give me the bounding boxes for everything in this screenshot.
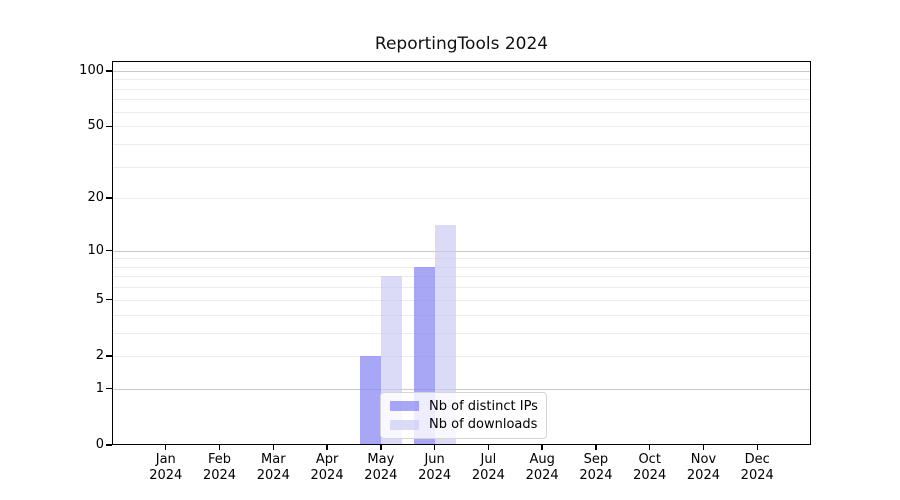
minor-gridline	[112, 79, 811, 81]
y-tick-label: 20	[87, 190, 104, 206]
x-tick-mark	[702, 445, 705, 450]
major-gridline	[112, 70, 811, 72]
x-tick-label-apr: Apr 2024	[295, 452, 359, 484]
y-tick-label: 0	[95, 437, 104, 452]
y-tick-label: 10	[87, 242, 104, 258]
gridlines-layer	[112, 61, 811, 445]
x-tick-month: Dec	[744, 452, 770, 467]
x-tick-month: Apr	[315, 452, 339, 467]
y-tick-label: 1	[95, 380, 104, 396]
minor-gridline	[112, 332, 811, 334]
x-tick-month: May	[367, 452, 395, 467]
minor-gridline	[112, 258, 811, 260]
y-tick-mark	[106, 125, 112, 127]
x-tick-year: 2024	[579, 468, 613, 483]
x-tick-year: 2024	[202, 468, 237, 483]
x-tick-year: 2024	[471, 468, 505, 483]
y-tick-label: 2	[95, 347, 104, 363]
minor-gridline	[112, 126, 811, 128]
legend-swatch-downloads	[390, 419, 419, 430]
bar-jun-downloads	[434, 225, 456, 445]
minor-gridline	[112, 314, 811, 316]
bar-may-distinct-ips	[359, 355, 381, 445]
x-tick-label-sep: Sep 2024	[564, 452, 628, 484]
x-tick-month: Aug	[529, 452, 555, 467]
minor-gridline	[112, 99, 811, 101]
y-tick-mark	[106, 70, 112, 72]
x-tick-label-dec: Dec 2024	[725, 452, 789, 484]
x-tick-year: 2024	[310, 468, 344, 483]
x-tick-label-oct: Oct 2024	[618, 452, 682, 484]
major-gridline	[112, 388, 811, 390]
y-tick-mark	[106, 197, 112, 199]
major-gridline	[112, 250, 811, 252]
x-tick-year: 2024	[686, 468, 720, 483]
minor-gridline	[112, 198, 811, 200]
legend-item-distinct-ips: Nb of distinct IPs	[390, 398, 538, 414]
x-tick-year: 2024	[364, 468, 398, 483]
x-tick-mark	[433, 445, 436, 450]
x-tick-label-mar: Mar 2024	[241, 452, 305, 484]
x-tick-month: Sep	[583, 452, 609, 467]
minor-gridline	[112, 266, 811, 268]
x-tick-mark	[165, 445, 167, 450]
x-tick-year: 2024	[740, 468, 774, 483]
plot-area	[112, 61, 811, 445]
x-tick-mark	[648, 445, 651, 450]
x-tick-mark	[326, 445, 328, 450]
x-tick-year: 2024	[633, 468, 667, 483]
x-tick-year: 2024	[149, 468, 183, 483]
y-tick-label: 100	[79, 62, 104, 78]
x-tick-mark	[380, 445, 382, 450]
y-tick-mark	[106, 388, 112, 390]
x-tick-mark	[487, 445, 490, 450]
x-tick-year: 2024	[525, 468, 559, 483]
legend-item-downloads: Nb of downloads	[390, 417, 537, 432]
minor-gridline	[112, 276, 811, 278]
minor-gridline	[112, 299, 811, 301]
x-tick-month: Jun	[424, 452, 445, 467]
x-tick-year: 2024	[256, 468, 290, 483]
minor-gridline	[112, 166, 811, 168]
x-tick-month: Mar	[261, 452, 286, 467]
bars-layer	[112, 61, 811, 445]
minor-gridline	[112, 355, 811, 357]
legend-label-distinct-ips: Nb of distinct IPs	[429, 398, 538, 414]
x-tick-label-feb: Feb 2024	[188, 452, 252, 484]
x-tick-mark	[272, 445, 274, 450]
x-tick-month: Jan	[155, 452, 176, 467]
minor-gridline	[112, 287, 811, 289]
x-tick-month: Feb	[208, 452, 232, 467]
x-tick-label-jun: Jun 2024	[403, 452, 467, 484]
x-tick-year: 2024	[418, 468, 452, 483]
x-tick-month: Jul	[480, 452, 497, 467]
x-tick-month: Oct	[638, 452, 661, 467]
x-tick-month: Nov	[690, 452, 717, 467]
x-tick-label-jul: Jul 2024	[456, 452, 520, 484]
minor-gridline	[112, 143, 811, 145]
y-tick-mark	[106, 249, 112, 252]
legend: Nb of distinct IPs Nb of downloads	[380, 392, 547, 439]
y-tick-mark	[106, 444, 112, 446]
x-tick-label-aug: Aug 2024	[510, 452, 574, 484]
y-tick-label: 50	[87, 118, 104, 134]
y-tick-mark	[106, 299, 112, 301]
y-tick-mark	[106, 355, 112, 357]
x-tick-mark	[541, 445, 543, 450]
legend-swatch-distinct-ips	[390, 401, 419, 412]
y-tick-label: 5	[95, 291, 104, 307]
x-tick-mark	[756, 445, 758, 450]
legend-label-downloads: Nb of downloads	[429, 417, 538, 433]
x-tick-label-may: May 2024	[349, 452, 413, 484]
chart-title: ReportingTools 2024	[374, 34, 549, 54]
minor-gridline	[112, 111, 811, 113]
x-tick-mark	[595, 445, 597, 450]
x-tick-label-nov: Nov 2024	[671, 452, 735, 484]
x-tick-mark	[218, 445, 221, 450]
minor-gridline	[112, 88, 811, 90]
x-tick-label-jan: Jan 2024	[134, 452, 198, 484]
